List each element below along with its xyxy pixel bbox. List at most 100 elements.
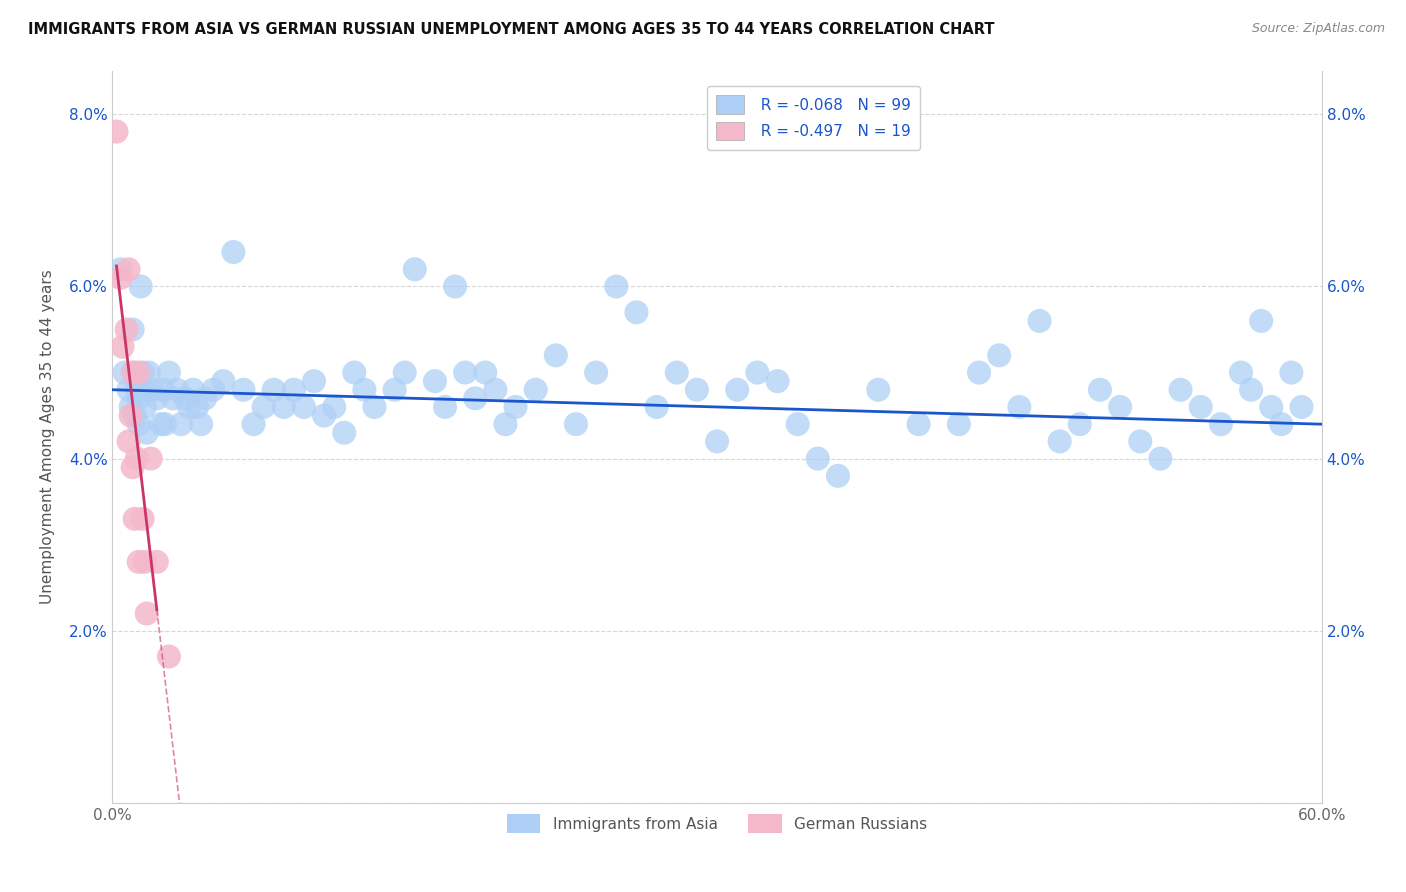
Point — [394, 366, 416, 380]
Point — [1230, 366, 1253, 380]
Point — [132, 383, 155, 397]
Point — [132, 512, 155, 526]
Point — [121, 460, 143, 475]
Point — [125, 451, 148, 466]
Point — [111, 340, 134, 354]
Point — [149, 417, 172, 432]
Point — [263, 383, 285, 397]
Point — [273, 400, 295, 414]
Point — [1240, 383, 1263, 397]
Point — [132, 366, 155, 380]
Point — [1170, 383, 1192, 397]
Point — [157, 366, 180, 380]
Point — [202, 383, 225, 397]
Point — [948, 417, 970, 432]
Point — [114, 366, 136, 380]
Point — [115, 322, 138, 336]
Point — [323, 400, 346, 414]
Point — [423, 374, 446, 388]
Point — [124, 366, 146, 380]
Point — [343, 366, 366, 380]
Text: IMMIGRANTS FROM ASIA VS GERMAN RUSSIAN UNEMPLOYMENT AMONG AGES 35 TO 44 YEARS CO: IMMIGRANTS FROM ASIA VS GERMAN RUSSIAN U… — [28, 22, 994, 37]
Point — [110, 271, 132, 285]
Point — [505, 400, 527, 414]
Point — [333, 425, 356, 440]
Point — [153, 417, 176, 432]
Point — [135, 425, 157, 440]
Point — [124, 512, 146, 526]
Point — [585, 366, 607, 380]
Point — [129, 279, 152, 293]
Point — [134, 400, 156, 414]
Point — [363, 400, 385, 414]
Point — [454, 366, 477, 380]
Point — [134, 555, 156, 569]
Point — [283, 383, 305, 397]
Point — [444, 279, 467, 293]
Point — [474, 366, 496, 380]
Point — [544, 348, 567, 362]
Point — [232, 383, 254, 397]
Point — [807, 451, 830, 466]
Point — [222, 245, 245, 260]
Point — [292, 400, 315, 414]
Point — [565, 417, 588, 432]
Point — [125, 383, 148, 397]
Text: Source: ZipAtlas.com: Source: ZipAtlas.com — [1251, 22, 1385, 36]
Point — [464, 392, 486, 406]
Point — [645, 400, 668, 414]
Point — [170, 417, 193, 432]
Point — [157, 649, 180, 664]
Point — [747, 366, 769, 380]
Point — [786, 417, 808, 432]
Point — [1049, 434, 1071, 449]
Point — [110, 262, 132, 277]
Point — [967, 366, 990, 380]
Point — [152, 383, 174, 397]
Point — [706, 434, 728, 449]
Point — [524, 383, 547, 397]
Point — [117, 383, 139, 397]
Point — [605, 279, 627, 293]
Point — [1189, 400, 1212, 414]
Point — [827, 468, 849, 483]
Point — [433, 400, 456, 414]
Point — [174, 392, 197, 406]
Point — [117, 262, 139, 277]
Point — [384, 383, 406, 397]
Point — [1008, 400, 1031, 414]
Point — [725, 383, 748, 397]
Point — [128, 366, 150, 380]
Point — [177, 400, 200, 414]
Point — [186, 400, 208, 414]
Point — [146, 392, 169, 406]
Point — [686, 383, 709, 397]
Point — [484, 383, 506, 397]
Point — [128, 555, 150, 569]
Point — [146, 555, 169, 569]
Point — [253, 400, 276, 414]
Point — [1088, 383, 1111, 397]
Point — [1028, 314, 1050, 328]
Point — [1291, 400, 1313, 414]
Point — [194, 392, 217, 406]
Point — [1129, 434, 1152, 449]
Point — [242, 417, 264, 432]
Point — [1270, 417, 1292, 432]
Point — [312, 409, 335, 423]
Point — [142, 383, 165, 397]
Point — [162, 392, 184, 406]
Point — [766, 374, 789, 388]
Point — [988, 348, 1011, 362]
Point — [120, 400, 142, 414]
Point — [302, 374, 325, 388]
Point — [139, 451, 162, 466]
Point — [907, 417, 929, 432]
Point — [121, 366, 143, 380]
Point — [120, 409, 142, 423]
Point — [166, 383, 188, 397]
Point — [135, 607, 157, 621]
Point — [105, 125, 128, 139]
Point — [353, 383, 375, 397]
Point — [128, 392, 150, 406]
